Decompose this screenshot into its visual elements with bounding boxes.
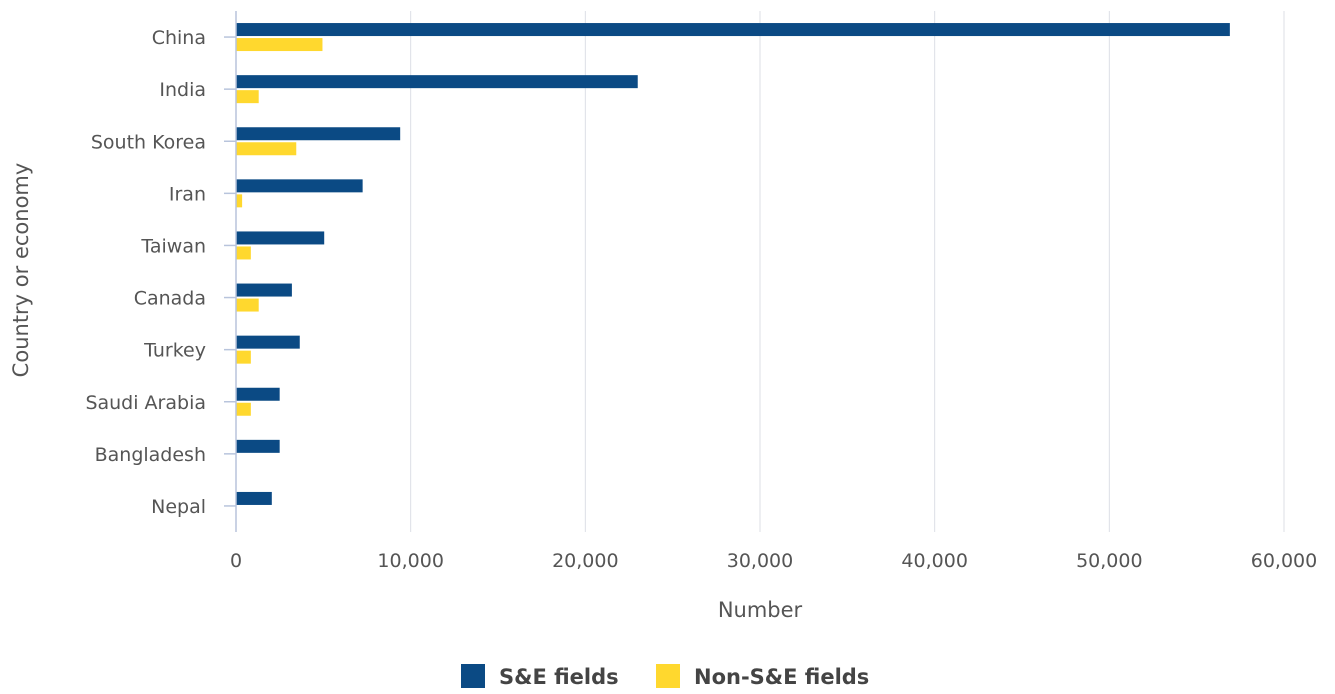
bar-non-se-fields <box>236 298 259 312</box>
bar-non-se-fields <box>236 38 323 52</box>
category-label: Nepal <box>151 496 206 518</box>
x-tick-label: 10,000 <box>377 550 443 572</box>
bar-se-fields <box>236 283 292 297</box>
bar-se-fields <box>236 491 272 505</box>
legend-swatch <box>461 664 485 688</box>
bar-non-se-fields <box>236 90 259 104</box>
category-label: Saudi Arabia <box>85 392 206 414</box>
bars <box>236 23 1230 505</box>
legend-swatch <box>656 664 680 688</box>
legend-label: S&E fields <box>499 665 619 689</box>
bar-non-se-fields <box>236 402 251 416</box>
x-tick-label: 50,000 <box>1076 550 1142 572</box>
category-label: South Korea <box>91 131 206 153</box>
bar-se-fields <box>236 127 401 141</box>
axes <box>224 11 237 532</box>
legend-label: Non-S&E fields <box>694 665 869 689</box>
bar-se-fields <box>236 179 363 193</box>
category-label: Canada <box>134 288 206 310</box>
labels: 0 10,000 20,000 30,000 40,000 50,000 60,000 Chi… <box>85 27 1317 572</box>
bar-se-fields <box>236 75 638 89</box>
x-tick-label: 0 <box>230 550 242 572</box>
category-label: Bangladesh <box>95 444 206 466</box>
bar-se-fields <box>236 335 300 349</box>
bar-non-se-fields <box>236 246 251 260</box>
x-axis-title: Number <box>718 598 803 622</box>
category-label: Iran <box>169 183 206 205</box>
bar-se-fields <box>236 439 280 453</box>
x-tick-label: 40,000 <box>901 550 967 572</box>
category-label: India <box>159 79 206 101</box>
bar-se-fields <box>236 231 325 245</box>
x-tick-label: 30,000 <box>727 550 793 572</box>
legend: S&E fields Non-S&E fields <box>461 664 869 689</box>
bar-se-fields <box>236 23 1230 37</box>
bar-non-se-fields <box>236 194 243 208</box>
x-tick-label: 20,000 <box>552 550 618 572</box>
y-axis-title: Country or economy <box>9 163 33 378</box>
category-label: Taiwan <box>140 235 206 257</box>
bar-non-se-fields <box>236 350 251 364</box>
x-tick-label: 60,000 <box>1251 550 1317 572</box>
category-label: China <box>152 27 206 49</box>
category-label: Turkey <box>143 340 206 362</box>
gridlines <box>410 11 1285 532</box>
bar-non-se-fields <box>236 142 297 156</box>
bar-se-fields <box>236 387 280 401</box>
